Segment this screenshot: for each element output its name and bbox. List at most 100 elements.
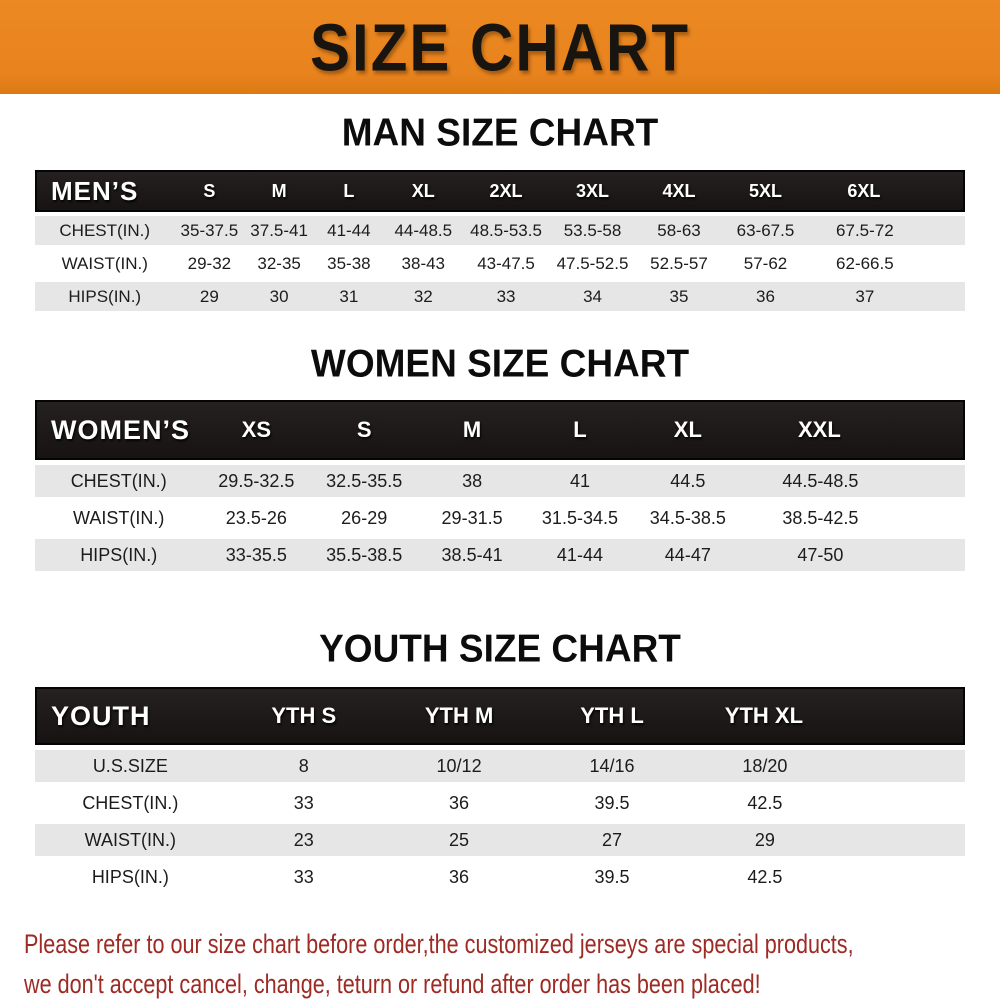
size-cell: 33-35.5 <box>202 539 311 571</box>
size-cell: 14/16 <box>536 750 688 782</box>
size-cell: 38.5-41 <box>418 539 527 571</box>
size-cell: 58-63 <box>635 216 723 245</box>
size-cell: 33 <box>462 282 550 311</box>
size-cell: 42.5 <box>687 861 965 893</box>
size-cell: 26-29 <box>310 502 419 534</box>
size-cell: 35-38 <box>314 249 384 278</box>
size-cell: 29.5-32.5 <box>202 465 311 497</box>
size-cell: 36 <box>381 787 537 819</box>
size-cell: 36 <box>722 282 809 311</box>
size-cell: 27 <box>536 824 688 856</box>
disclaimer-note: Please refer to our size chart before or… <box>24 924 854 1000</box>
size-cell: 18/20 <box>687 750 965 782</box>
size-cell: 52.5-57 <box>635 249 723 278</box>
size-column-header: 3XL <box>549 170 636 212</box>
size-cell: 10/12 <box>381 750 537 782</box>
size-column-header: XL <box>383 170 463 212</box>
size-cell: 29 <box>687 824 965 856</box>
size-cell: 63-67.5 <box>722 216 809 245</box>
row-label: CHEST(IN.) <box>35 216 175 245</box>
size-column-header: XS <box>202 400 311 460</box>
row-label: WAIST(IN.) <box>35 824 226 856</box>
size-cell: 38.5-42.5 <box>741 502 965 534</box>
women-section: WOMEN SIZE CHART WOMEN’S XS S M L XL XXL <box>0 341 1000 576</box>
row-label: WAIST(IN.) <box>35 502 203 534</box>
size-cell: 47.5-52.5 <box>549 249 636 278</box>
size-cell: 41-44 <box>314 216 384 245</box>
size-cell: 32-35 <box>244 249 314 278</box>
size-cell: 29 <box>174 282 245 311</box>
women-section-heading: WOMEN SIZE CHART <box>310 341 690 385</box>
size-cell: 47-50 <box>741 539 965 571</box>
table-row: HIPS(IN.) 33-35.5 35.5-38.5 38.5-41 41-4… <box>35 539 965 571</box>
womens-header-row: WOMEN’S XS S M L XL XXL <box>35 400 965 460</box>
size-cell: 43-47.5 <box>462 249 550 278</box>
table-row: WAIST(IN.) 29-32 32-35 35-38 38-43 43-47… <box>35 249 965 278</box>
size-column-header: YTH M <box>381 687 537 745</box>
size-cell: 39.5 <box>536 787 688 819</box>
size-column-header: 4XL <box>635 170 723 212</box>
size-cell: 23.5-26 <box>202 502 311 534</box>
size-cell: 39.5 <box>536 861 688 893</box>
size-cell: 41 <box>526 465 634 497</box>
size-cell: 67.5-72 <box>808 216 965 245</box>
size-column-header: 2XL <box>462 170 550 212</box>
size-cell: 34.5-38.5 <box>633 502 742 534</box>
size-cell: 38 <box>418 465 527 497</box>
size-cell: 35.5-38.5 <box>310 539 419 571</box>
size-column-header: 5XL <box>722 170 809 212</box>
size-cell: 23 <box>225 824 382 856</box>
men-section-heading: MAN SIZE CHART <box>341 110 659 154</box>
size-cell: 29-32 <box>174 249 245 278</box>
size-cell: 42.5 <box>687 787 965 819</box>
size-cell: 53.5-58 <box>549 216 636 245</box>
men-section: MAN SIZE CHART MEN’S S M L XL 2XL 3XL 4X… <box>0 110 1000 315</box>
disclaimer-line-1: Please refer to our size chart before or… <box>24 929 854 959</box>
youth-size-table: YOUTH YTH S YTH M YTH L YTH XL U.S.SIZE … <box>35 682 965 898</box>
size-cell: 37 <box>808 282 965 311</box>
size-column-header: S <box>310 400 419 460</box>
size-column-header: M <box>244 170 314 212</box>
size-column-header: XXL <box>741 400 965 460</box>
size-column-header: L <box>314 170 384 212</box>
size-cell: 36 <box>381 861 537 893</box>
mens-size-table: MEN’S S M L XL 2XL 3XL 4XL 5XL 6XL CHEST… <box>35 166 965 315</box>
size-column-header: L <box>526 400 634 460</box>
banner-title: SIZE CHART <box>310 9 690 85</box>
size-cell: 41-44 <box>526 539 634 571</box>
size-cell: 44.5-48.5 <box>741 465 965 497</box>
row-label: CHEST(IN.) <box>35 465 203 497</box>
size-column-header: 6XL <box>808 170 965 212</box>
size-cell: 44.5 <box>633 465 742 497</box>
size-cell: 48.5-53.5 <box>462 216 550 245</box>
size-cell: 31.5-34.5 <box>526 502 634 534</box>
size-column-header: YTH L <box>536 687 688 745</box>
row-label: WAIST(IN.) <box>35 249 175 278</box>
table-row: HIPS(IN.) 33 36 39.5 42.5 <box>35 861 965 893</box>
size-cell: 32.5-35.5 <box>310 465 419 497</box>
size-column-header: M <box>418 400 527 460</box>
table-row: HIPS(IN.) 29 30 31 32 33 34 35 36 37 <box>35 282 965 311</box>
size-cell: 32 <box>383 282 463 311</box>
size-cell: 25 <box>381 824 537 856</box>
row-label: HIPS(IN.) <box>35 282 175 311</box>
size-cell: 29-31.5 <box>418 502 527 534</box>
size-column-header: XL <box>633 400 742 460</box>
size-cell: 57-62 <box>722 249 809 278</box>
banner: SIZE CHART <box>0 0 1000 94</box>
size-column-header: YTH XL <box>687 687 965 745</box>
size-cell: 37.5-41 <box>244 216 314 245</box>
size-cell: 35 <box>635 282 723 311</box>
size-cell: 8 <box>225 750 382 782</box>
mens-table-label: MEN’S <box>35 170 175 212</box>
row-label: HIPS(IN.) <box>35 861 226 893</box>
youth-header-row: YOUTH YTH S YTH M YTH L YTH XL <box>35 687 965 745</box>
size-cell: 30 <box>244 282 314 311</box>
row-label: U.S.SIZE <box>35 750 226 782</box>
mens-header-row: MEN’S S M L XL 2XL 3XL 4XL 5XL 6XL <box>35 170 965 212</box>
table-row: CHEST(IN.) 35-37.5 37.5-41 41-44 44-48.5… <box>35 216 965 245</box>
size-cell: 44-48.5 <box>383 216 463 245</box>
table-row: CHEST(IN.) 33 36 39.5 42.5 <box>35 787 965 819</box>
size-cell: 38-43 <box>383 249 463 278</box>
size-column-header: S <box>174 170 245 212</box>
